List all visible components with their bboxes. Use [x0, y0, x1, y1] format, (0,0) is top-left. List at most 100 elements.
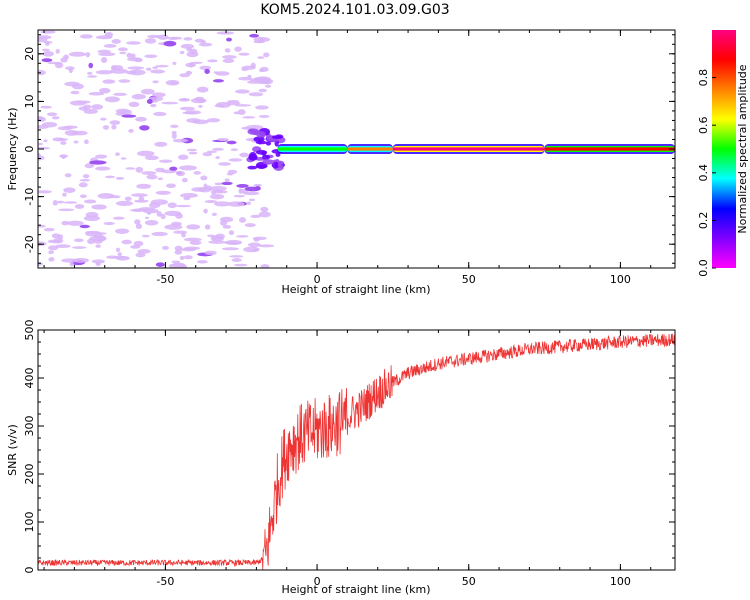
spectrogram-noise-blob — [89, 160, 107, 165]
spectrogram-noise-blob — [55, 244, 71, 249]
spectrogram-noise-blob — [63, 201, 78, 204]
spectrogram-noise-blob — [51, 116, 60, 120]
spectrogram-noise-blob — [141, 171, 157, 175]
spectrogram-noise-blob — [194, 96, 205, 102]
spectrogram-noise-blob — [177, 154, 189, 160]
spectrogram-noise-blob — [70, 90, 80, 95]
spectrogram-noise-blob — [170, 81, 179, 85]
spectrogram-x-tick-label: 100 — [610, 273, 631, 286]
snr-series-line — [38, 333, 675, 570]
spectrogram-noise-blob — [46, 112, 58, 117]
spectrogram-noise-blob — [99, 87, 111, 94]
spectrogram-noise-blob — [255, 105, 269, 110]
spectrogram-noise-blob — [211, 212, 217, 216]
spectrogram-noise-blob — [145, 67, 152, 71]
spectrogram-noise-blob — [104, 31, 114, 38]
spectrogram-noise-blob — [189, 240, 202, 245]
spectrogram-noise-blob — [138, 207, 156, 211]
colorbar-gradient — [712, 30, 736, 268]
spectrogram-noise-blob — [85, 51, 91, 58]
spectrogram-noise-blob — [198, 104, 203, 108]
spectrogram-noise-blob — [84, 139, 89, 145]
spectrogram-noise-blob — [172, 61, 177, 66]
spectrogram-noise-blob — [204, 68, 210, 74]
spectrogram-noise-blob — [179, 50, 185, 55]
spectrogram-noise-blob — [179, 106, 195, 111]
spectrogram-onset-blob — [261, 154, 271, 160]
spectrogram-noise-blob — [64, 173, 72, 178]
spectrogram-noise-blob — [65, 66, 75, 71]
spectrogram-y-ticks: -20 -10 0 10 20 — [23, 34, 675, 264]
spectrogram-noise-blob — [109, 120, 121, 126]
spectrogram-noise-blob — [117, 252, 122, 257]
spectrogram-noise-blob — [228, 158, 243, 162]
spectrogram-ridge — [277, 144, 675, 154]
spectrogram-noise-blob — [204, 250, 217, 256]
figure-title: KOM5.2024.101.03.09.G03 — [260, 2, 449, 18]
spectrogram-noise-blob — [68, 51, 87, 57]
spectrogram-noise-blob — [200, 175, 208, 181]
spectrogram-noise-blob — [173, 230, 188, 234]
spectrogram-noise-blob — [239, 152, 250, 158]
snr-y-ticks: 0 100 200 300 400 500 — [23, 320, 675, 574]
snr-x-ticks: -50 0 50 100 — [43, 330, 652, 588]
spectrogram-noise-blob — [135, 223, 142, 230]
spectrogram-noise-blob — [58, 208, 75, 212]
spectrogram-noise-blob — [47, 61, 63, 65]
spectrogram-noise-blob — [258, 114, 270, 118]
spectrogram-noise-blob — [196, 260, 208, 264]
snr-y-tick-label: 200 — [23, 464, 36, 485]
spectrogram-noise-blob — [95, 154, 108, 159]
spectrogram-noise-blob — [61, 220, 69, 226]
spectrogram-noise-blob — [221, 181, 233, 186]
spectrogram-noise-blob — [121, 114, 137, 118]
spectrogram-noise-blob — [175, 170, 186, 177]
spectrogram-noise-blob — [91, 104, 104, 110]
spectrogram-noise-blob — [144, 219, 159, 226]
spectrogram-noise-blob — [179, 73, 191, 78]
spectrogram-noise-blob — [191, 187, 206, 192]
spectrogram-noise-blob — [192, 119, 209, 125]
spectrogram-noise-blob — [172, 138, 188, 143]
spectrogram-noise-blob — [259, 66, 269, 72]
spectrogram-noise-blob — [146, 99, 153, 104]
spectrogram-noise-blob — [105, 175, 116, 179]
spectrogram-onset-blob — [277, 161, 283, 168]
snr-y-tick-label: 500 — [23, 320, 36, 341]
spectrogram-noise-blob — [150, 103, 157, 108]
spectrogram-noise-blob — [41, 58, 53, 63]
spectrogram-noise-blob — [87, 75, 98, 78]
spectrogram-noise-blob — [235, 235, 249, 238]
spectrogram-noise-blob — [225, 101, 241, 106]
spectrogram-noise-blob — [209, 193, 225, 200]
spectrogram-noise-blob — [242, 116, 256, 119]
spectrogram-noise-blob — [60, 57, 68, 63]
spectrogram-noise-blob — [104, 96, 120, 103]
spectrogram-noise-blob — [151, 231, 168, 237]
spectrogram-noise-blob — [238, 52, 250, 56]
snr-x-tick-label: 100 — [610, 575, 631, 588]
spectrogram-noise-blob — [100, 56, 108, 63]
spectrogram-noise-blob — [97, 49, 112, 54]
spectrogram-noise-blob — [196, 86, 209, 93]
spectrogram-noise-blob — [155, 262, 165, 267]
spectrogram-noise-blob — [155, 190, 171, 195]
spectrogram-y-tick-label: 20 — [23, 47, 36, 61]
spectrogram-noise-blob — [179, 165, 197, 171]
spectrogram-noise-blob — [48, 250, 54, 255]
spectrogram-noise-blob — [203, 208, 208, 214]
colorbar: 0.0 0.2 0.4 0.6 0.8 Normalized spectral ampl… — [697, 30, 749, 277]
spectrogram-noise-blob — [144, 216, 149, 220]
spectrogram-noise-blob — [133, 208, 142, 212]
spectrogram-noise-blob — [115, 177, 125, 180]
spectrogram-onset-blob — [256, 164, 268, 169]
spectrogram-noise-blob — [171, 260, 181, 264]
spectrogram-x-tick-label: 0 — [314, 273, 321, 286]
spectrogram-noise-blob — [193, 171, 202, 175]
spectrogram-noise-blob — [167, 202, 177, 209]
spectrogram-noise-blob — [48, 257, 55, 262]
spectrogram-noise-blob — [124, 196, 132, 202]
spectrogram-y-tick-label: -20 — [23, 235, 36, 253]
spectrogram-noise-blob — [144, 155, 159, 161]
